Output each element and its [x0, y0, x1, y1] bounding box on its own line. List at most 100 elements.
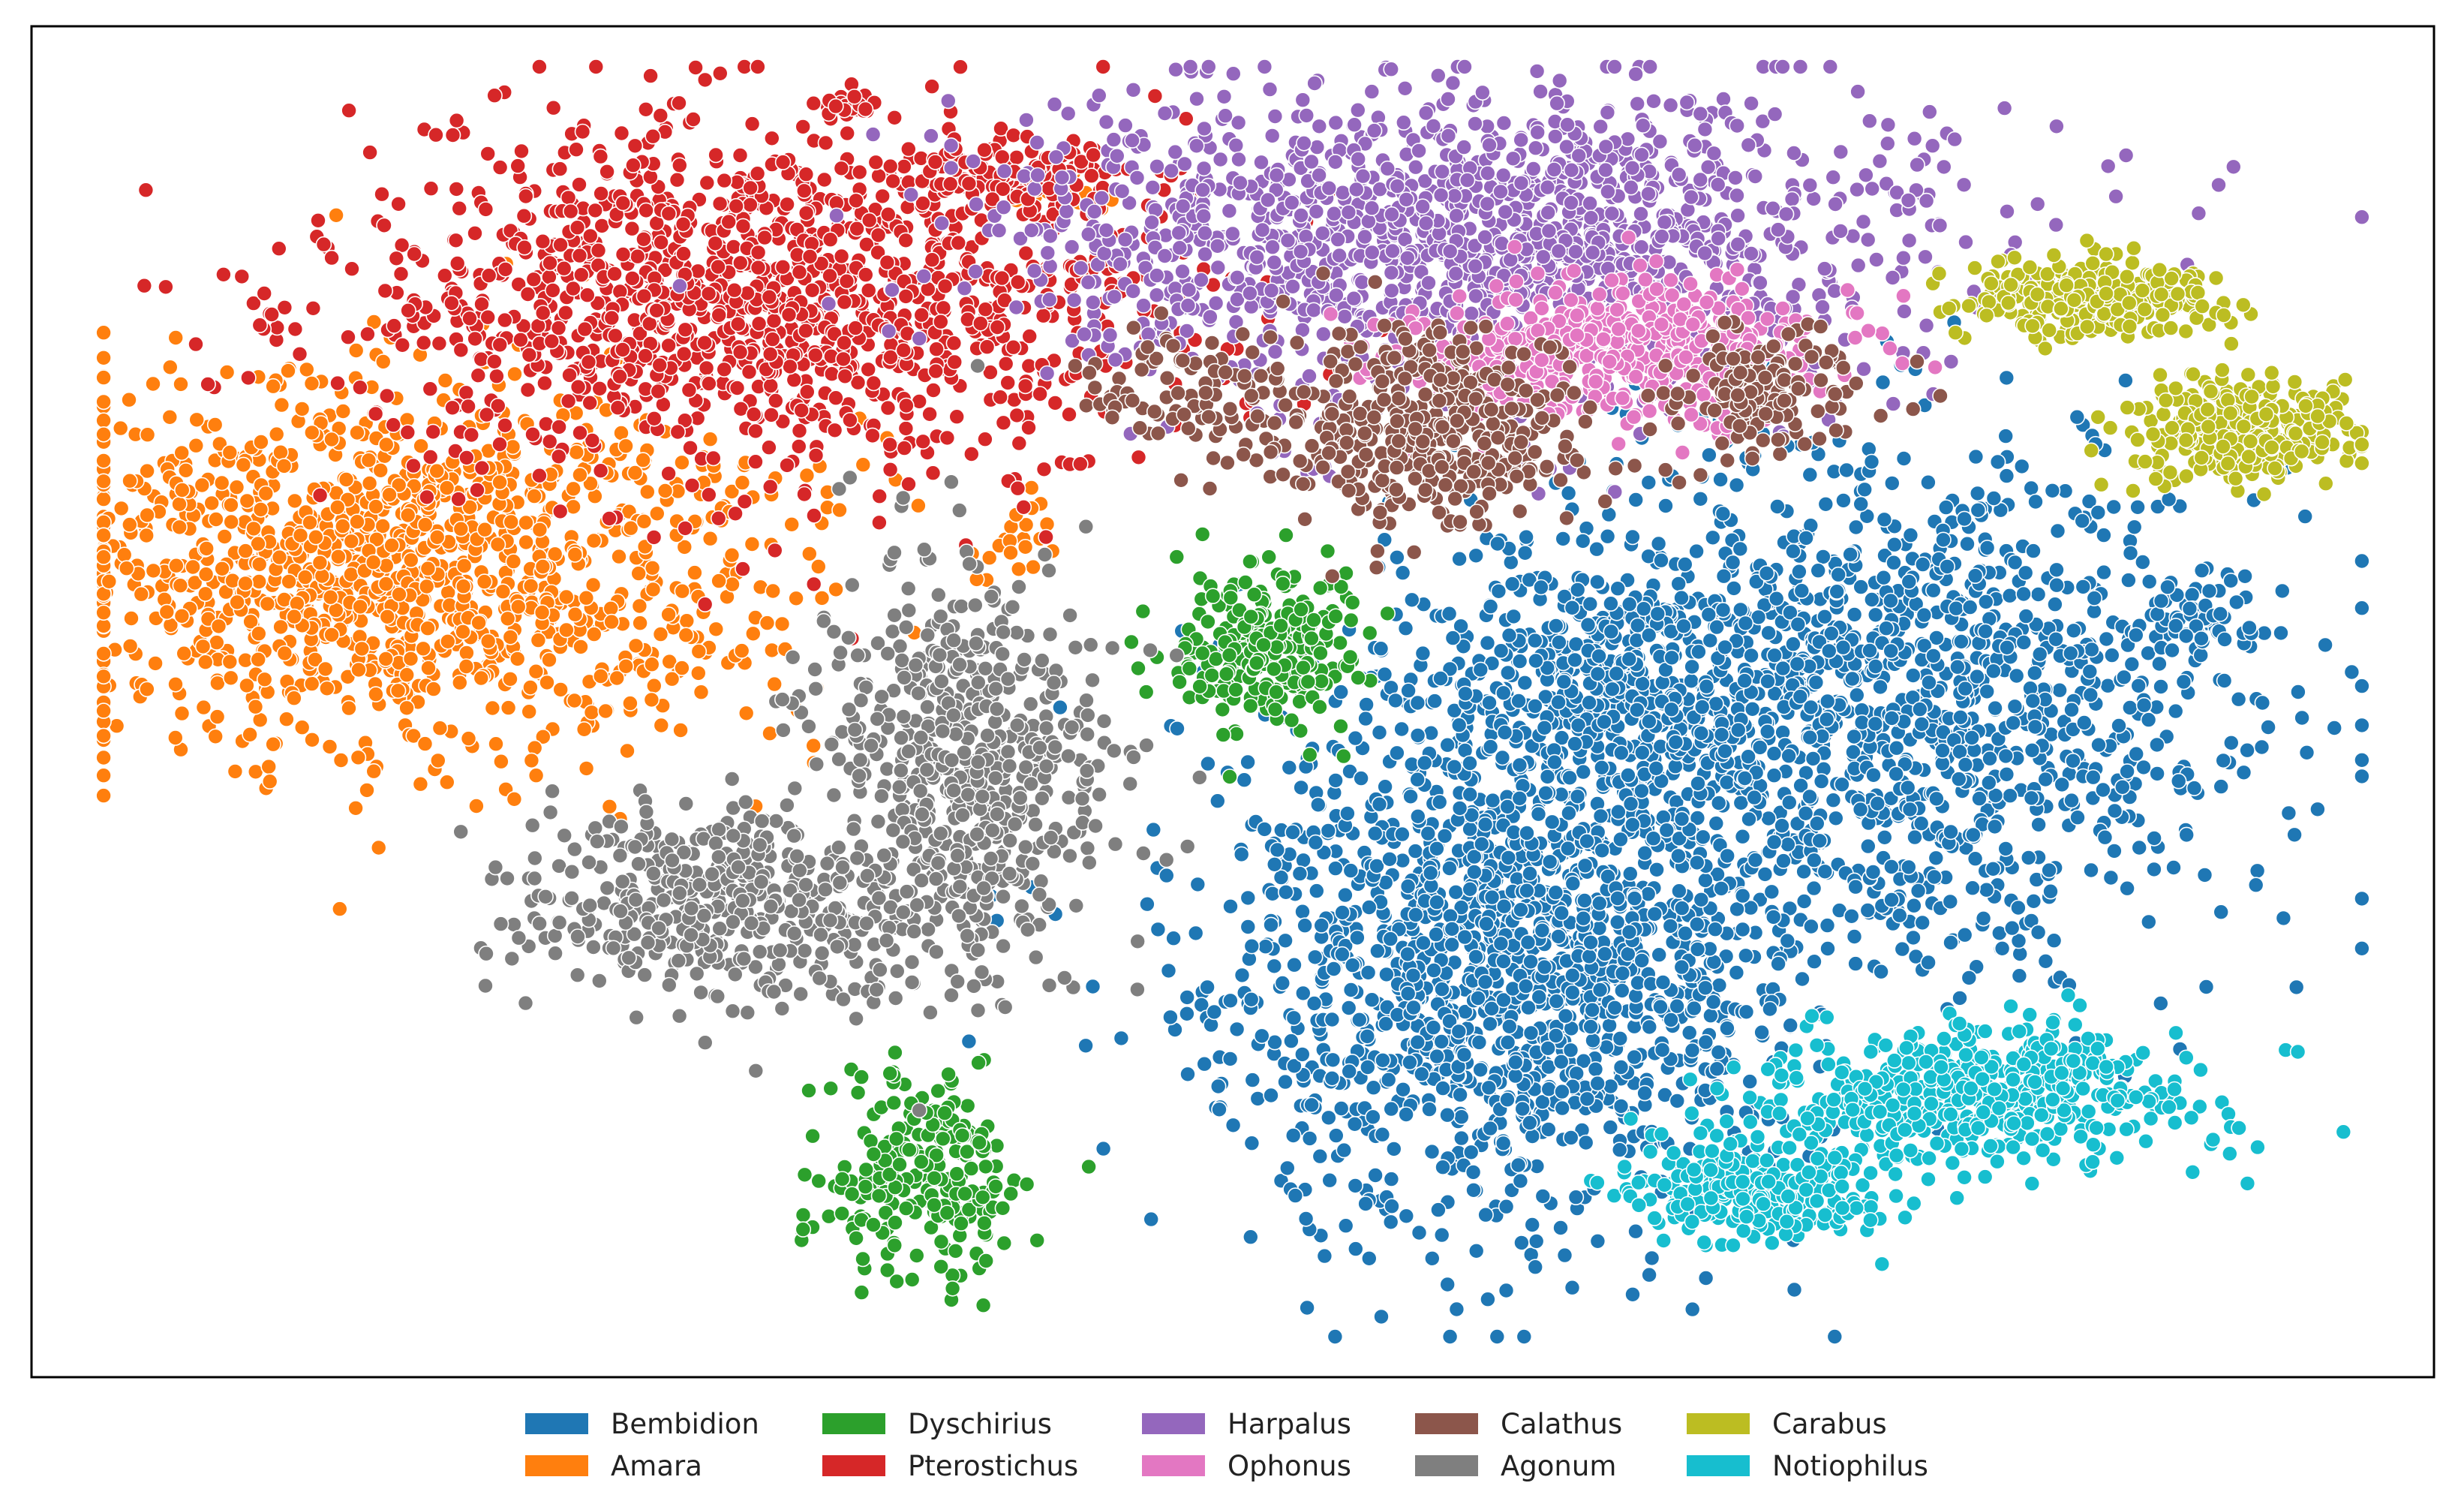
data-point: [1501, 1018, 1518, 1035]
data-point: [1671, 883, 1687, 899]
data-point: [1584, 1001, 1600, 1018]
data-point: [1303, 1096, 1320, 1114]
data-point: [1819, 917, 1836, 934]
data-point: [1337, 1217, 1354, 1234]
data-point: [228, 479, 245, 496]
data-point: [1168, 549, 1185, 565]
data-point: [1883, 592, 1899, 609]
data-point: [1985, 663, 2002, 680]
data-point: [1560, 840, 1576, 857]
data-point: [1301, 746, 1318, 763]
data-point: [2280, 805, 2297, 822]
data-point: [1627, 492, 1644, 508]
data-point: [145, 375, 161, 393]
data-point: [1774, 660, 1792, 677]
data-point: [1604, 681, 1621, 698]
data-point: [672, 722, 689, 738]
data-point: [95, 668, 112, 685]
data-point: [488, 735, 504, 753]
data-point: [1789, 616, 1807, 633]
data-point: [1422, 865, 1439, 881]
data-point: [2235, 764, 2252, 781]
data-point: [468, 798, 485, 814]
data-point: [381, 486, 398, 504]
data-point: [1424, 1250, 1441, 1267]
data-point: [1701, 447, 1717, 464]
data-point: [1634, 675, 1651, 692]
data-point: [1853, 579, 1869, 595]
data-point: [1591, 982, 1609, 998]
data-point: [335, 403, 352, 420]
data-point: [439, 633, 456, 650]
data-point: [1237, 574, 1254, 591]
data-point: [1268, 684, 1285, 701]
data-point: [304, 731, 320, 748]
data-point: [1211, 1101, 1227, 1118]
data-point: [2027, 493, 2044, 510]
data-point: [2140, 711, 2157, 728]
data-point: [123, 610, 140, 627]
data-point: [1663, 701, 1680, 718]
data-point: [1621, 596, 1638, 612]
data-point: [1342, 982, 1360, 998]
data-point: [95, 473, 112, 490]
data-point: [1450, 717, 1468, 734]
data-point: [242, 726, 258, 743]
data-point: [572, 639, 589, 655]
data-point: [1520, 999, 1537, 1016]
data-point: [1477, 1206, 1494, 1223]
data-point: [583, 704, 600, 721]
data-point: [1263, 1087, 1279, 1104]
data-point: [1888, 739, 1905, 757]
data-point: [1338, 564, 1354, 582]
data-point: [1734, 828, 1751, 845]
data-point: [2153, 995, 2169, 1012]
data-point: [1928, 850, 1945, 867]
data-point: [1227, 681, 1244, 698]
data-point: [419, 560, 437, 577]
data-point: [1333, 1100, 1350, 1117]
data-point: [1888, 766, 1904, 783]
data-point: [1717, 743, 1733, 760]
data-point: [2309, 801, 2326, 818]
data-point: [95, 426, 112, 443]
data-point: [1548, 993, 1565, 1009]
data-point: [509, 651, 526, 667]
data-point: [1865, 864, 1882, 880]
data-point: [1579, 833, 1595, 850]
data-point: [1462, 786, 1478, 803]
data-point: [1295, 659, 1312, 676]
data-point: [1873, 963, 1889, 980]
data-point: [1956, 926, 1973, 943]
data-point: [1937, 499, 1955, 516]
data-point: [2254, 694, 2271, 711]
data-point: [2223, 734, 2240, 751]
data-point: [909, 1247, 925, 1264]
data-point: [2025, 543, 2042, 559]
data-point: [1718, 774, 1735, 791]
data-point: [1319, 543, 1336, 560]
data-point: [2128, 627, 2144, 644]
data-point: [1209, 1078, 1227, 1095]
data-point: [1236, 772, 1253, 788]
data-point: [1798, 530, 1814, 546]
data-point: [970, 1054, 987, 1071]
data-point: [293, 719, 311, 736]
data-point: [1801, 729, 1819, 746]
data-point: [2027, 718, 2044, 735]
data-point: [1160, 962, 1177, 979]
data-point: [546, 546, 563, 563]
data-point: [281, 573, 297, 590]
data-point: [118, 560, 135, 577]
data-point: [1505, 608, 1522, 625]
data-point: [328, 206, 344, 224]
data-point: [810, 558, 827, 575]
data-point: [1254, 1027, 1270, 1045]
data-point: [505, 553, 522, 570]
data-point: [1332, 634, 1348, 651]
data-point: [1482, 1120, 1498, 1137]
data-point: [1221, 769, 1238, 785]
data-point: [1622, 796, 1639, 812]
data-point: [1347, 1178, 1364, 1194]
data-point: [1300, 673, 1317, 690]
